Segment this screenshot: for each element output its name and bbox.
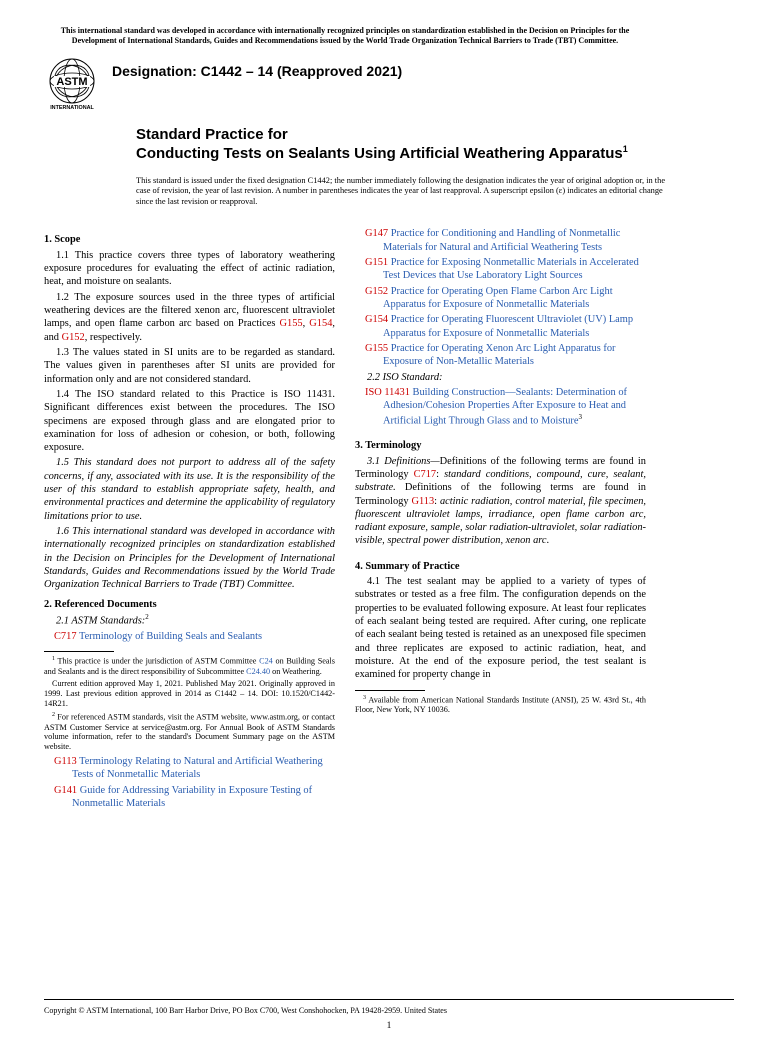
title-prefix: Standard Practice for	[136, 127, 646, 144]
copyright: Copyright © ASTM International, 100 Barr…	[44, 1006, 447, 1015]
para-1-5: 1.5 This standard does not purport to ad…	[44, 456, 335, 523]
page: This international standard was develope…	[0, 0, 690, 827]
link-g154[interactable]: G154	[309, 318, 332, 329]
ref-g147[interactable]: G147 Practice for Conditioning and Handl…	[355, 227, 646, 254]
title-block: Standard Practice for Conducting Tests o…	[136, 127, 646, 162]
body-columns: 1. Scope 1.1 This practice covers three …	[44, 227, 646, 827]
footnote-3: 3 Available from American National Stand…	[355, 695, 646, 715]
ref-g154[interactable]: G154 Practice for Operating Fluorescent …	[355, 313, 646, 340]
link-g152[interactable]: G152	[62, 332, 85, 343]
para-1-4: 1.4 The ISO standard related to this Pra…	[44, 388, 335, 455]
ref-c717[interactable]: C717 Terminology of Building Seals and S…	[44, 630, 335, 643]
astm-logo: ASTM INTERNATIONAL	[44, 55, 100, 111]
section-1-head: 1. Scope	[44, 233, 335, 246]
astm-standards-head: 2.1 ASTM Standards:2	[44, 613, 335, 628]
footnote-rule-1	[44, 651, 114, 652]
svg-text:INTERNATIONAL: INTERNATIONAL	[50, 105, 94, 111]
designation: Designation: C1442 – 14 (Reapproved 2021…	[112, 63, 402, 79]
svg-text:ASTM: ASTM	[56, 76, 87, 88]
ref-g113[interactable]: G113 Terminology Relating to Natural and…	[44, 755, 335, 782]
footnote-rule-2	[355, 690, 425, 691]
footnote-2: 2 For referenced ASTM standards, visit t…	[44, 712, 335, 752]
top-disclaimer: This international standard was develope…	[44, 26, 646, 45]
ref-g141[interactable]: G141 Guide for Addressing Variability in…	[44, 784, 335, 811]
header-block: ASTM INTERNATIONAL Designation: C1442 – …	[44, 55, 646, 111]
ref-iso-11431[interactable]: ISO 11431 Building Construction—Sealants…	[355, 386, 646, 427]
footnote-1: 1 This practice is under the jurisdictio…	[44, 656, 335, 676]
section-4-head: 4. Summary of Practice	[355, 560, 646, 573]
para-4-1: 4.1 The test sealant may be applied to a…	[355, 575, 646, 682]
ref-g155[interactable]: G155 Practice for Operating Xenon Arc Li…	[355, 342, 646, 369]
para-1-3: 1.3 The values stated in SI units are to…	[44, 346, 335, 386]
para-1-1: 1.1 This practice covers three types of …	[44, 249, 335, 289]
para-1-2: 1.2 The exposure sources used in the thr…	[44, 291, 335, 344]
ref-g152[interactable]: G152 Practice for Operating Open Flame C…	[355, 285, 646, 312]
footnotes-col1: 1 This practice is under the jurisdictio…	[44, 651, 335, 752]
issue-note: This standard is issued under the fixed …	[136, 176, 666, 208]
title-sup: 1	[623, 144, 628, 154]
para-1-6: 1.6 This international standard was deve…	[44, 525, 335, 592]
section-2-head: 2. Referenced Documents	[44, 598, 335, 611]
para-3-1: 3.1 Definitions—Definitions of the follo…	[355, 455, 646, 548]
iso-standard-head: 2.2 ISO Standard:	[355, 371, 646, 384]
title-text: Conducting Tests on Sealants Using Artif…	[136, 145, 623, 162]
link-g113[interactable]: G113	[411, 496, 434, 507]
section-3-head: 3. Terminology	[355, 439, 646, 452]
link-g155[interactable]: G155	[280, 318, 303, 329]
page-number: 1	[0, 1021, 778, 1031]
link-c24[interactable]: C24	[259, 657, 273, 666]
link-c2440[interactable]: C24.40	[246, 667, 270, 676]
title-main: Conducting Tests on Sealants Using Artif…	[136, 144, 646, 162]
ref-g151[interactable]: G151 Practice for Exposing Nonmetallic M…	[355, 256, 646, 283]
link-c717[interactable]: C717	[414, 469, 437, 480]
footer: Copyright © ASTM International, 100 Barr…	[44, 999, 734, 1015]
footnote-1b: Current edition approved May 1, 2021. Pu…	[44, 679, 335, 709]
footnotes-col2: 3 Available from American National Stand…	[355, 690, 646, 715]
